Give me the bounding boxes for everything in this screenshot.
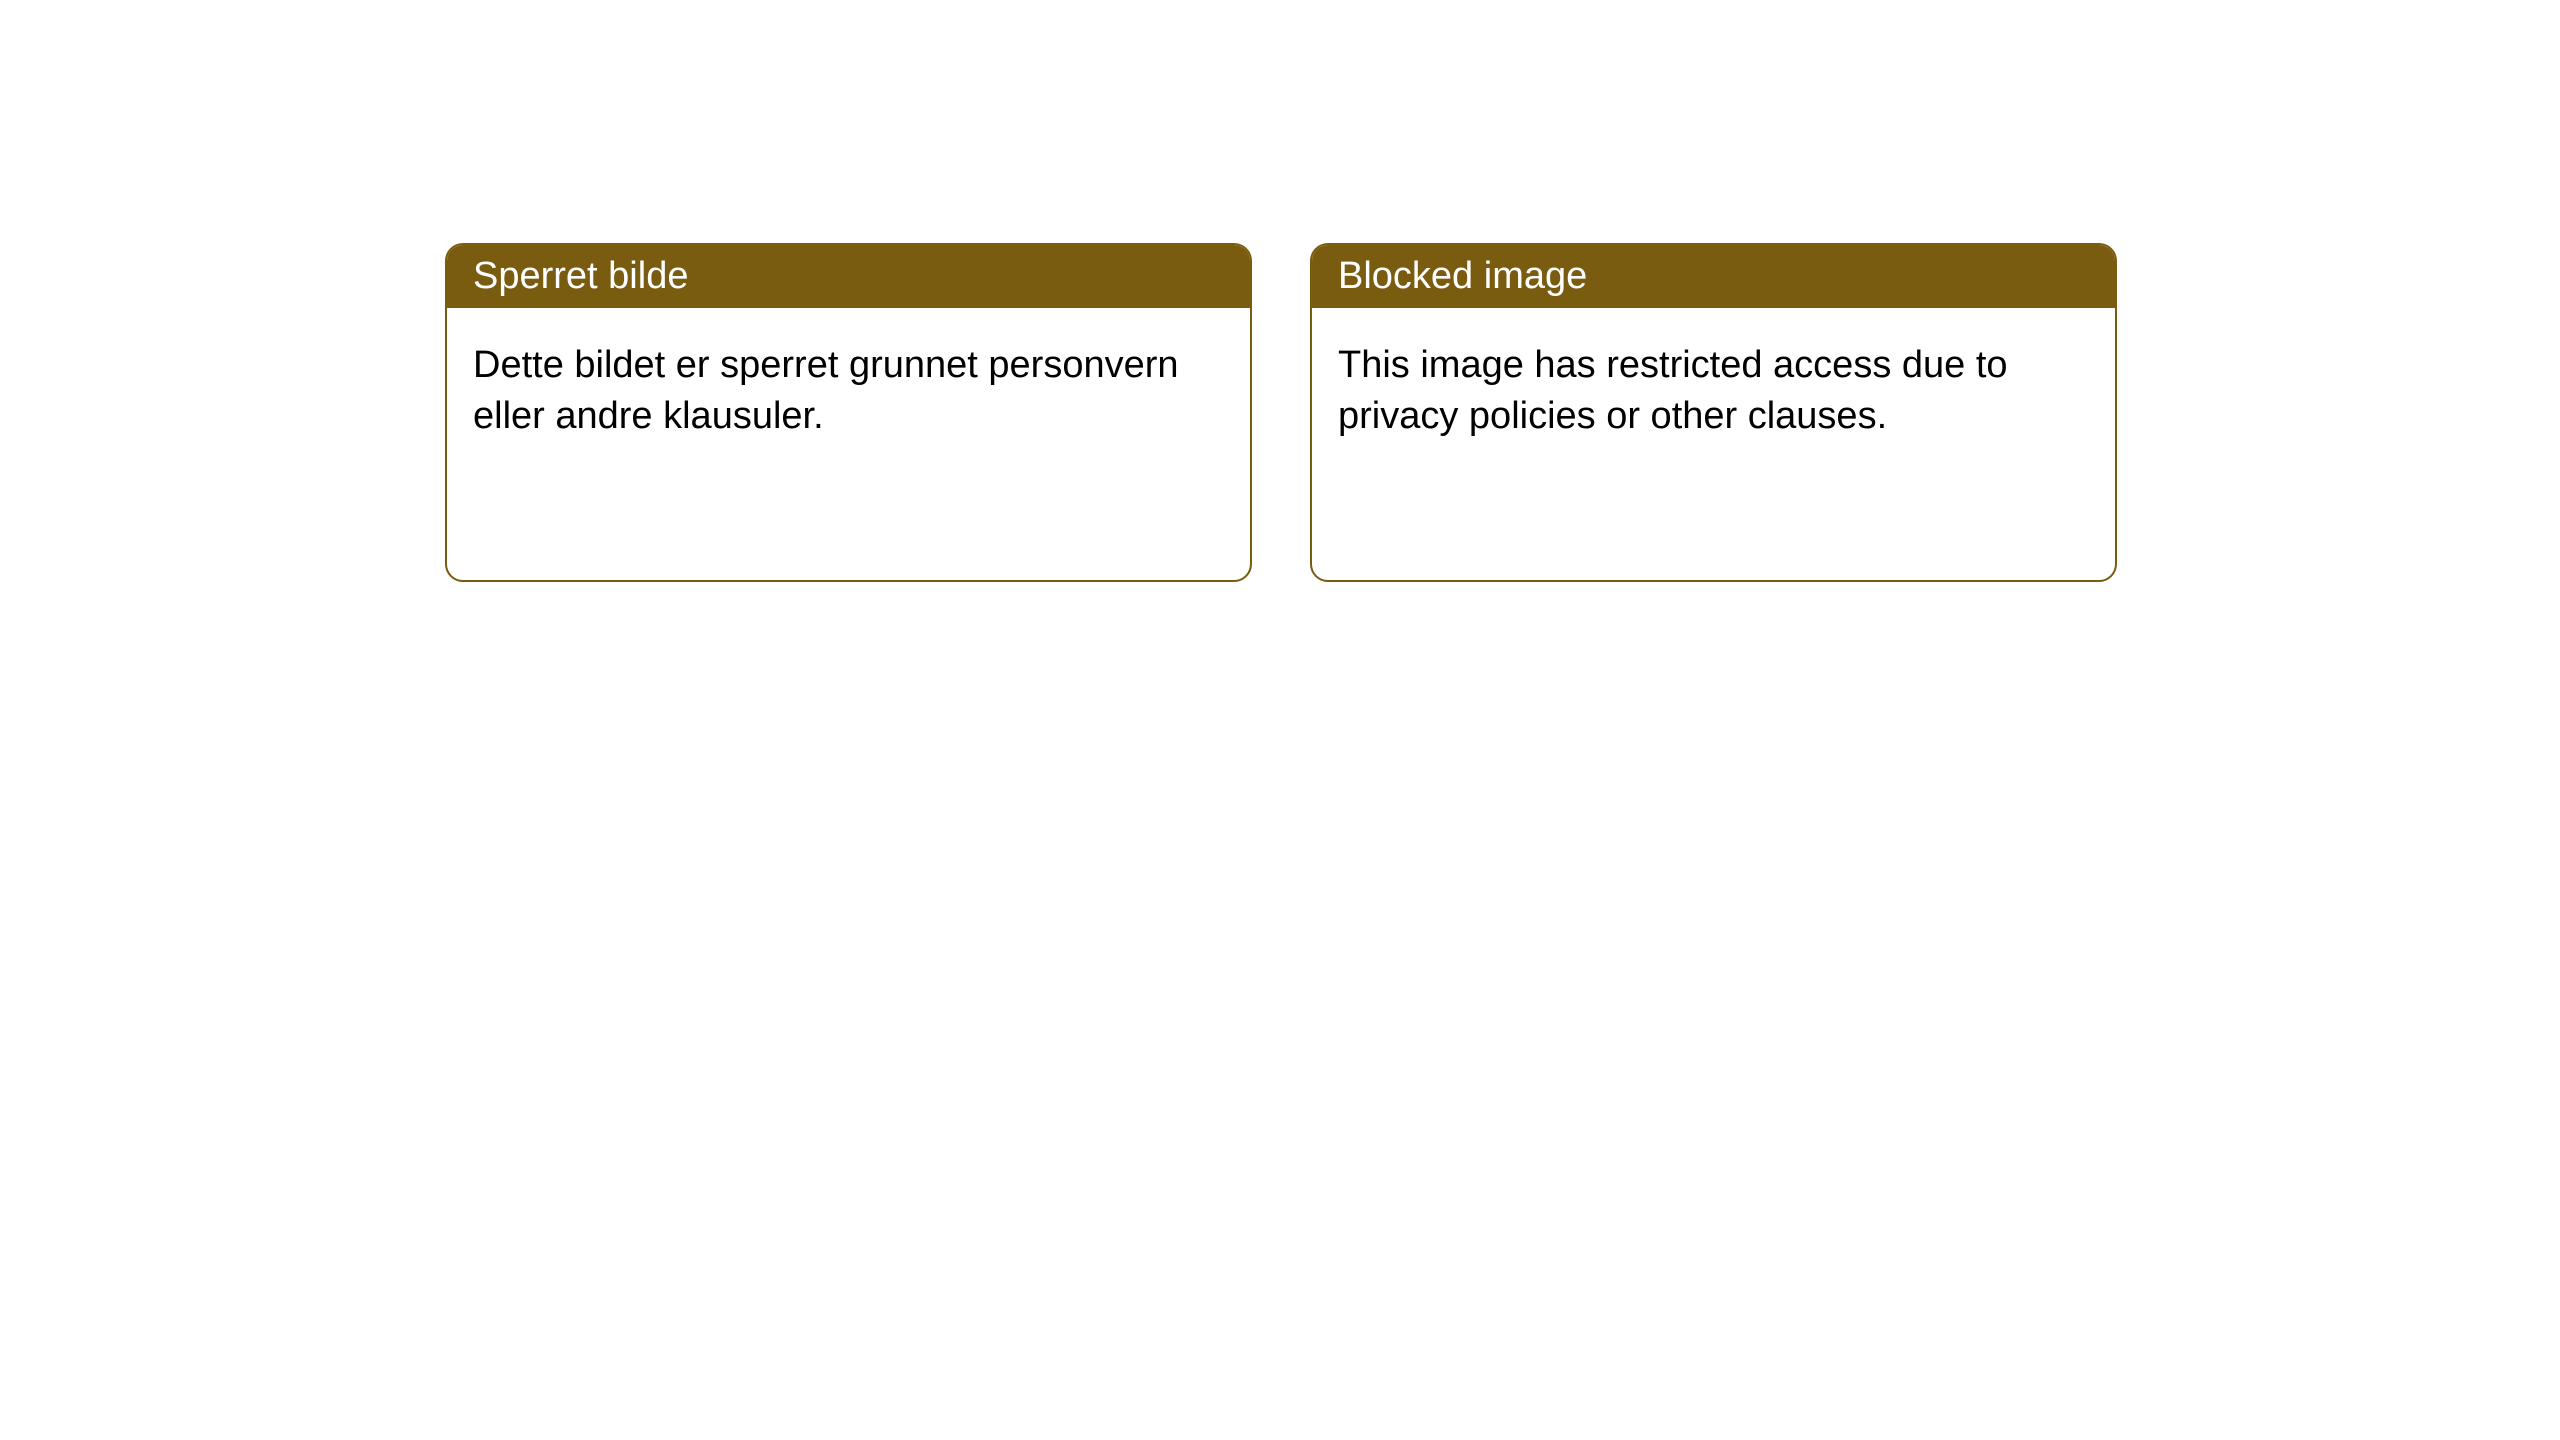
notice-card-english: Blocked image This image has restricted … — [1310, 243, 2117, 582]
card-body: This image has restricted access due to … — [1312, 308, 2115, 580]
card-body-text: This image has restricted access due to … — [1338, 344, 2008, 437]
card-body-text: Dette bildet er sperret grunnet personve… — [473, 344, 1179, 437]
notice-card-norwegian: Sperret bilde Dette bildet er sperret gr… — [445, 243, 1252, 582]
card-header: Sperret bilde — [447, 245, 1250, 308]
card-title: Sperret bilde — [473, 255, 688, 297]
notice-container: Sperret bilde Dette bildet er sperret gr… — [445, 243, 2117, 582]
card-body: Dette bildet er sperret grunnet personve… — [447, 308, 1250, 580]
card-title: Blocked image — [1338, 255, 1587, 297]
card-header: Blocked image — [1312, 245, 2115, 308]
